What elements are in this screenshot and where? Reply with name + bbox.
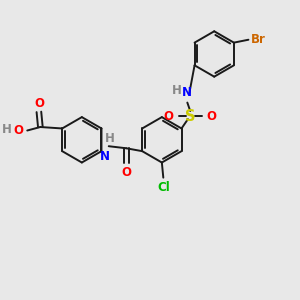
Text: H: H — [105, 132, 115, 145]
Text: Br: Br — [251, 33, 266, 46]
Text: H: H — [2, 122, 11, 136]
Text: S: S — [185, 109, 196, 124]
Text: N: N — [100, 150, 110, 163]
Text: O: O — [164, 110, 174, 123]
Text: O: O — [207, 110, 217, 123]
Text: H: H — [172, 84, 182, 97]
Text: O: O — [121, 166, 131, 179]
Text: N: N — [182, 86, 192, 99]
Text: Cl: Cl — [157, 181, 170, 194]
Text: O: O — [14, 124, 24, 137]
Text: O: O — [34, 97, 44, 110]
